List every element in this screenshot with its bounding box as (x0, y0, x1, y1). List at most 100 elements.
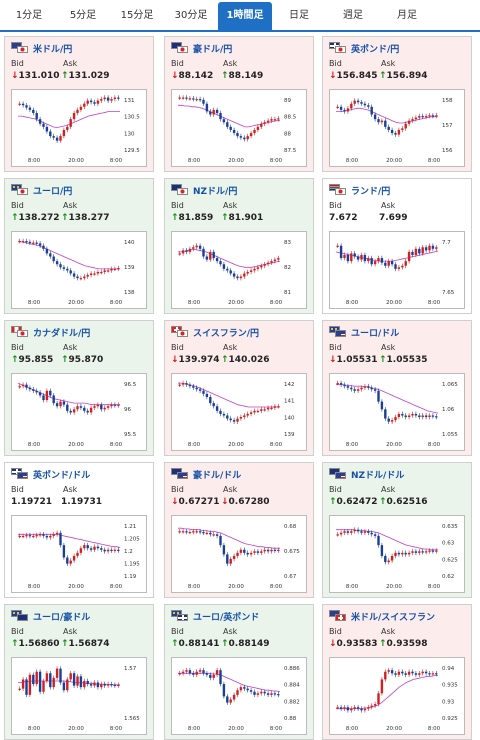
candle (195, 99, 198, 101)
ask-value: 7.699 (379, 213, 408, 223)
x-tick-label: 8:00 (428, 726, 441, 732)
mini-chart[interactable]: 0.68 0.675 0.67 8:00 20:00 8:00 (171, 515, 307, 593)
candle (32, 109, 35, 113)
tab-6[interactable]: 週足 (343, 10, 363, 21)
pair-name[interactable]: 英ポンド/円 (351, 44, 400, 55)
candle (83, 103, 86, 107)
pair-name[interactable]: NZドル/ドル (351, 470, 405, 481)
candle (49, 390, 52, 396)
candle (222, 684, 226, 697)
tab-0[interactable]: 1分足 (15, 10, 43, 21)
tab-2[interactable]: 15分足 (120, 10, 154, 21)
candle (239, 136, 243, 138)
tab-7[interactable]: 月足 (397, 10, 417, 21)
rate-card[interactable]: カナダドル/円 Bid Ask ↑95.855 ↑95.870 96.5 96 95.5 8:0… (4, 320, 154, 456)
mini-chart[interactable]: 142 141 140 139 8:00 20:00 8:00 (171, 373, 307, 451)
pair-name[interactable]: 豪ドル/ドル (193, 470, 242, 481)
candle (418, 415, 421, 418)
pair-name[interactable]: ユーロ/英ポンド (193, 612, 260, 623)
candle (25, 535, 28, 537)
pair-name[interactable]: NZドル/円 (193, 186, 238, 197)
arrow-up-icon: ↑ (221, 71, 229, 81)
tab-5[interactable]: 日足 (289, 10, 309, 21)
pair-name[interactable]: 豪ドル/円 (193, 44, 233, 55)
arrow-up-icon: ↑ (61, 213, 69, 223)
candle (55, 668, 59, 678)
rate-card[interactable]: 豪ドル/ドル Bid Ask ↓0.67271↓0.67280 0.68 0.675 0.6… (164, 462, 314, 598)
candle (89, 100, 93, 103)
candle (45, 390, 49, 401)
rate-card[interactable]: スイスフラン/円 Bid Ask ↓139.974↑140.026 142 141 140 1… (164, 320, 314, 456)
rate-card[interactable]: 英ポンド/円 Bid Ask ↓156.845↑156.894 158 157 156 8:0… (322, 36, 472, 172)
candle (100, 99, 103, 101)
rate-card[interactable]: 英ポンド/ドル Bid Ask 1.19721 1.19731 1.21 1.205 1.2 1… (4, 462, 154, 598)
candle (192, 98, 195, 100)
tab-1[interactable]: 5分足 (69, 10, 97, 21)
mini-chart[interactable]: 131 130.5 130 129.5 8:00 20:00 8:00 (11, 89, 147, 167)
ask-value: 138.277 (68, 213, 110, 223)
candle (42, 534, 45, 536)
x-tick-label: 20:00 (228, 726, 244, 732)
candle (256, 551, 260, 553)
mini-chart[interactable]: 0.94 0.935 0.93 0.925 8:00 20:00 8:00 (329, 657, 465, 735)
mini-chart[interactable]: 1.065 1.06 1.055 8:00 20:00 8:00 (329, 373, 465, 451)
tab-4[interactable]: 1時間足 (218, 2, 272, 30)
candle (380, 545, 384, 556)
pair-name[interactable]: ユーロ/円 (33, 186, 73, 197)
mini-chart[interactable]: 1.21 1.205 1.2 1.195 1.19 8:00 20:00 8:00 (11, 515, 147, 593)
bid-ask-labels: Bid Ask (171, 201, 275, 210)
candle (421, 116, 424, 118)
arrow-down-icon: ↓ (329, 639, 337, 649)
rate-card[interactable]: 豪ドル/円 Bid Ask ↓88.142 ↑88.149 89 88.5 88 87.5 8:0… (164, 36, 314, 172)
card-title: 豪ドル/ドル (171, 467, 241, 481)
mini-chart[interactable]: 158 157 156 8:00 20:00 8:00 (329, 89, 465, 167)
candle (100, 271, 103, 274)
rate-card[interactable]: ランド/円 Bid Ask 7.672 7.699 7.7 7.65 8:00 20:00 8:0… (322, 178, 472, 314)
bid-ask-values: ↓156.845↑156.894 (329, 71, 429, 81)
y-tick-label: 0.625 (442, 557, 458, 563)
y-tick-label: 83 (284, 240, 291, 246)
pair-name[interactable]: ランド/円 (351, 186, 391, 197)
japan-flag-icon (335, 188, 346, 195)
rate-card[interactable]: NZドル/円 Bid Ask ↑81.859 ↑81.901 83 82 81 8:00 20:0… (164, 178, 314, 314)
candle (394, 133, 397, 135)
rate-card[interactable]: ユーロ/豪ドル Bid Ask ↑1.56860↑1.56874 1.57 1.565 8:… (4, 604, 154, 740)
pair-name[interactable]: 英ポンド/ドル (33, 470, 91, 481)
pair-name[interactable]: ユーロ/ドル (351, 328, 400, 339)
rate-card[interactable]: ユーロ/ドル Bid Ask ↓1.05531↑1.05535 1.065 1.06 1.0… (322, 320, 472, 456)
rate-card[interactable]: ユーロ/英ポンド Bid Ask ↑0.88141↑0.88149 0.886 0.884… (164, 604, 314, 740)
mini-chart[interactable]: 0.635 0.63 0.625 0.62 8:00 20:00 8:00 (329, 515, 465, 593)
mini-chart[interactable]: 1.57 1.565 8:00 20:00 8:00 (11, 657, 147, 735)
rate-card[interactable]: 米ドル/スイスフラン Bid Ask ↓0.93583↑0.93598 0.94 0.93… (322, 604, 472, 740)
mini-chart[interactable]: 96.5 96 95.5 8:00 20:00 8:00 (11, 373, 147, 451)
pair-name[interactable]: 米ドル/スイスフラン (351, 612, 436, 623)
candle (219, 112, 222, 120)
moving-average-line (17, 240, 120, 270)
bid-value-wrap: 1.19721 (11, 497, 61, 507)
rate-card[interactable]: ユーロ/円 Bid Ask ↑138.272↑138.277 140 139 138 8:00… (4, 178, 154, 314)
candle (339, 106, 343, 110)
rate-card[interactable]: 米ドル/円 Bid Ask ↓131.010↑131.029 131 130.5 130 12… (4, 36, 154, 172)
pair-name[interactable]: スイスフラン/円 (193, 328, 260, 339)
pair-name[interactable]: カナダドル/円 (33, 328, 91, 339)
candle (25, 384, 28, 388)
pair-name[interactable]: 米ドル/円 (33, 44, 73, 55)
mini-chart[interactable]: 7.7 7.65 8:00 20:00 8:00 (329, 231, 465, 309)
mini-chart[interactable]: 140 139 138 8:00 20:00 8:00 (11, 231, 147, 309)
candle (212, 674, 215, 678)
candle (103, 684, 106, 686)
candle (350, 387, 353, 390)
y-tick-label: 7.7 (442, 240, 451, 246)
y-tick-label: 140 (284, 415, 295, 421)
rate-card[interactable]: NZドル/ドル Bid Ask ↑0.62472↑0.62516 0.635 0.63 0.… (322, 462, 472, 598)
bid-ask-labels: Bid Ask (171, 485, 275, 494)
candle (336, 106, 339, 108)
tab-3[interactable]: 30分足 (174, 10, 208, 21)
pair-name[interactable]: ユーロ/豪ドル (33, 612, 91, 623)
mini-chart[interactable]: 83 82 81 8:00 20:00 8:00 (171, 231, 307, 309)
mini-chart[interactable]: 0.886 0.884 0.882 0.88 8:00 20:00 8:00 (171, 657, 307, 735)
candle (38, 119, 42, 124)
candle (86, 680, 89, 685)
bid-value: 81.859 (178, 213, 214, 223)
mini-chart[interactable]: 89 88.5 88 87.5 8:00 20:00 8:00 (171, 89, 307, 167)
